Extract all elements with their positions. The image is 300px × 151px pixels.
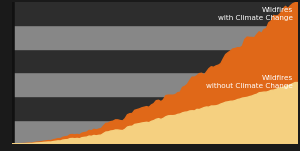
Text: Wildfires
without Climate Change: Wildfires without Climate Change — [206, 75, 293, 89]
Bar — [12, 72, 297, 96]
Bar — [12, 2, 297, 25]
Bar — [12, 120, 297, 143]
Bar — [12, 49, 297, 72]
Bar — [12, 96, 297, 120]
Text: Wildfires
with Climate Change: Wildfires with Climate Change — [218, 7, 293, 21]
Bar — [12, 25, 297, 49]
